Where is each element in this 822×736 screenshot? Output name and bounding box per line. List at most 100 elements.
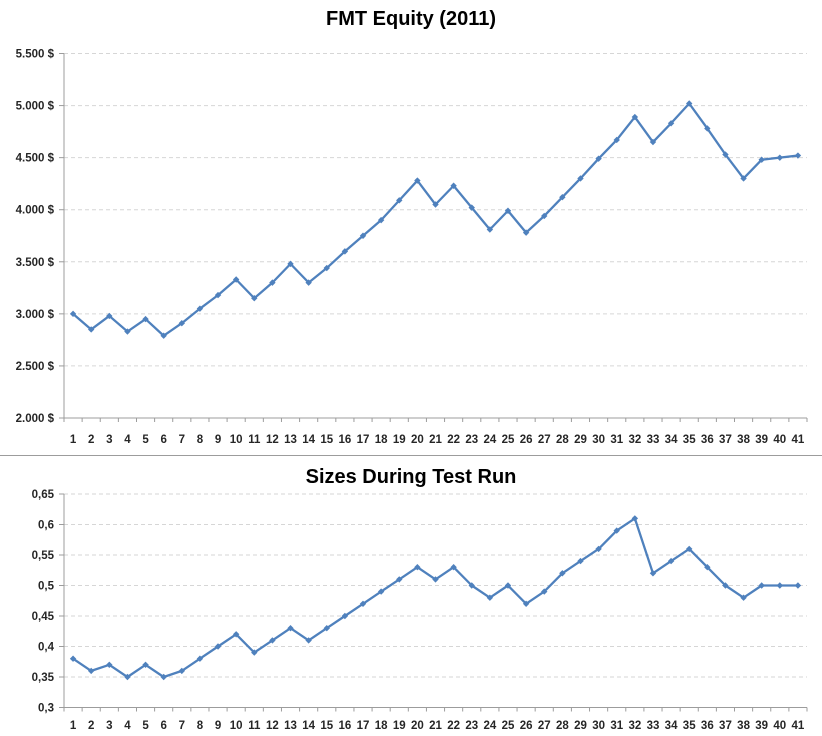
svg-text:28: 28: [556, 720, 569, 732]
svg-text:0,35: 0,35: [32, 672, 55, 684]
svg-text:23: 23: [465, 434, 478, 446]
svg-text:35: 35: [683, 720, 696, 732]
svg-text:35: 35: [683, 434, 696, 446]
svg-text:23: 23: [465, 720, 478, 732]
svg-text:13: 13: [284, 434, 297, 446]
svg-text:26: 26: [520, 720, 533, 732]
svg-text:37: 37: [719, 720, 732, 732]
svg-text:0,45: 0,45: [32, 611, 55, 623]
svg-text:27: 27: [538, 720, 551, 732]
svg-text:34: 34: [665, 434, 678, 446]
svg-text:11: 11: [248, 720, 261, 732]
chart-separator: [0, 455, 822, 456]
svg-text:20: 20: [411, 720, 424, 732]
svg-text:9: 9: [215, 720, 221, 732]
svg-text:21: 21: [429, 434, 442, 446]
svg-text:9: 9: [215, 434, 221, 446]
svg-text:14: 14: [302, 434, 315, 446]
svg-text:31: 31: [610, 434, 623, 446]
equity-chart-title: FMT Equity (2011): [325, 8, 497, 30]
svg-text:39: 39: [755, 434, 768, 446]
svg-text:16: 16: [338, 434, 351, 446]
sizes-chart-plot: 0,30,350,40,450,50,550,60,651 2 3 4 5 6 7 8 9 10 1…: [32, 489, 808, 732]
svg-text:17: 17: [357, 434, 370, 446]
svg-text:4: 4: [124, 720, 131, 732]
svg-text:0,6: 0,6: [38, 520, 54, 532]
svg-text:30: 30: [592, 434, 605, 446]
svg-text:15: 15: [320, 720, 333, 732]
svg-text:39: 39: [755, 720, 768, 732]
svg-text:36: 36: [701, 434, 714, 446]
svg-text:7: 7: [179, 434, 185, 446]
sizes-chart-title: Sizes During Test Run: [305, 466, 517, 488]
svg-text:10: 10: [230, 434, 243, 446]
svg-text:8: 8: [197, 720, 204, 732]
svg-text:16: 16: [338, 720, 351, 732]
svg-text:29: 29: [574, 720, 587, 732]
svg-text:18: 18: [375, 720, 388, 732]
svg-text:22: 22: [447, 434, 460, 446]
svg-text:3.000 $: 3.000 $: [16, 309, 55, 321]
svg-text:30: 30: [592, 720, 605, 732]
svg-text:15: 15: [320, 434, 333, 446]
svg-text:0,3: 0,3: [38, 703, 54, 715]
svg-text:1: 1: [70, 434, 77, 446]
svg-text:12: 12: [266, 720, 279, 732]
svg-text:28: 28: [556, 434, 569, 446]
svg-text:32: 32: [628, 434, 641, 446]
svg-text:24: 24: [483, 434, 496, 446]
svg-text:7: 7: [179, 720, 185, 732]
svg-text:0,55: 0,55: [32, 550, 55, 562]
svg-text:5: 5: [142, 434, 149, 446]
svg-text:36: 36: [701, 720, 714, 732]
svg-text:14: 14: [302, 720, 315, 732]
svg-text:5.000 $: 5.000 $: [16, 101, 55, 113]
svg-text:24: 24: [483, 720, 496, 732]
svg-text:11: 11: [248, 434, 261, 446]
svg-text:22: 22: [447, 720, 460, 732]
svg-text:40: 40: [773, 434, 786, 446]
svg-text:6: 6: [160, 434, 166, 446]
svg-text:4: 4: [124, 434, 131, 446]
svg-text:34: 34: [665, 720, 678, 732]
svg-text:17: 17: [357, 720, 370, 732]
svg-text:13: 13: [284, 720, 297, 732]
svg-text:33: 33: [647, 720, 660, 732]
svg-text:0,65: 0,65: [32, 489, 55, 501]
svg-text:25: 25: [502, 434, 515, 446]
svg-text:8: 8: [197, 434, 204, 446]
svg-text:38: 38: [737, 434, 750, 446]
svg-text:38: 38: [737, 720, 750, 732]
svg-text:21: 21: [429, 720, 442, 732]
svg-text:1: 1: [70, 720, 77, 732]
svg-text:33: 33: [647, 434, 660, 446]
svg-text:41: 41: [792, 434, 805, 446]
svg-text:4.000 $: 4.000 $: [16, 205, 55, 217]
svg-text:0,4: 0,4: [38, 642, 55, 654]
equity-chart: 2.000 $ 2.500 $ 3.000 $ 3.500 $ 4.000 $ 4.500…: [15, 8, 808, 446]
svg-text:26: 26: [520, 434, 533, 446]
svg-text:3: 3: [106, 434, 112, 446]
svg-text:3.500 $: 3.500 $: [16, 257, 55, 269]
svg-text:27: 27: [538, 434, 551, 446]
equity-chart-plot: 2.000 $ 2.500 $ 3.000 $ 3.500 $ 4.000 $ 4.500…: [16, 49, 808, 446]
svg-text:18: 18: [375, 434, 388, 446]
svg-text:40: 40: [773, 720, 786, 732]
svg-text:0,5: 0,5: [38, 581, 55, 593]
svg-text:41: 41: [792, 720, 805, 732]
svg-text:5.500 $: 5.500 $: [16, 49, 55, 61]
svg-text:2.000 $: 2.000 $: [16, 413, 55, 425]
svg-text:3: 3: [106, 720, 112, 732]
sizes-chart: 0,3 0,35 0,4 0,45 0,5 0,55 0,6 0,65 1 2 3 4 5 6 7 8 9 10 1…: [0, 456, 822, 736]
svg-text:37: 37: [719, 434, 732, 446]
svg-text:29: 29: [574, 434, 587, 446]
svg-text:19: 19: [393, 720, 406, 732]
svg-text:31: 31: [610, 720, 623, 732]
svg-text:5: 5: [142, 720, 149, 732]
svg-text:10: 10: [230, 720, 243, 732]
svg-text:25: 25: [502, 720, 515, 732]
svg-text:32: 32: [628, 720, 641, 732]
svg-text:20: 20: [411, 434, 424, 446]
svg-text:2.500 $: 2.500 $: [16, 361, 55, 373]
